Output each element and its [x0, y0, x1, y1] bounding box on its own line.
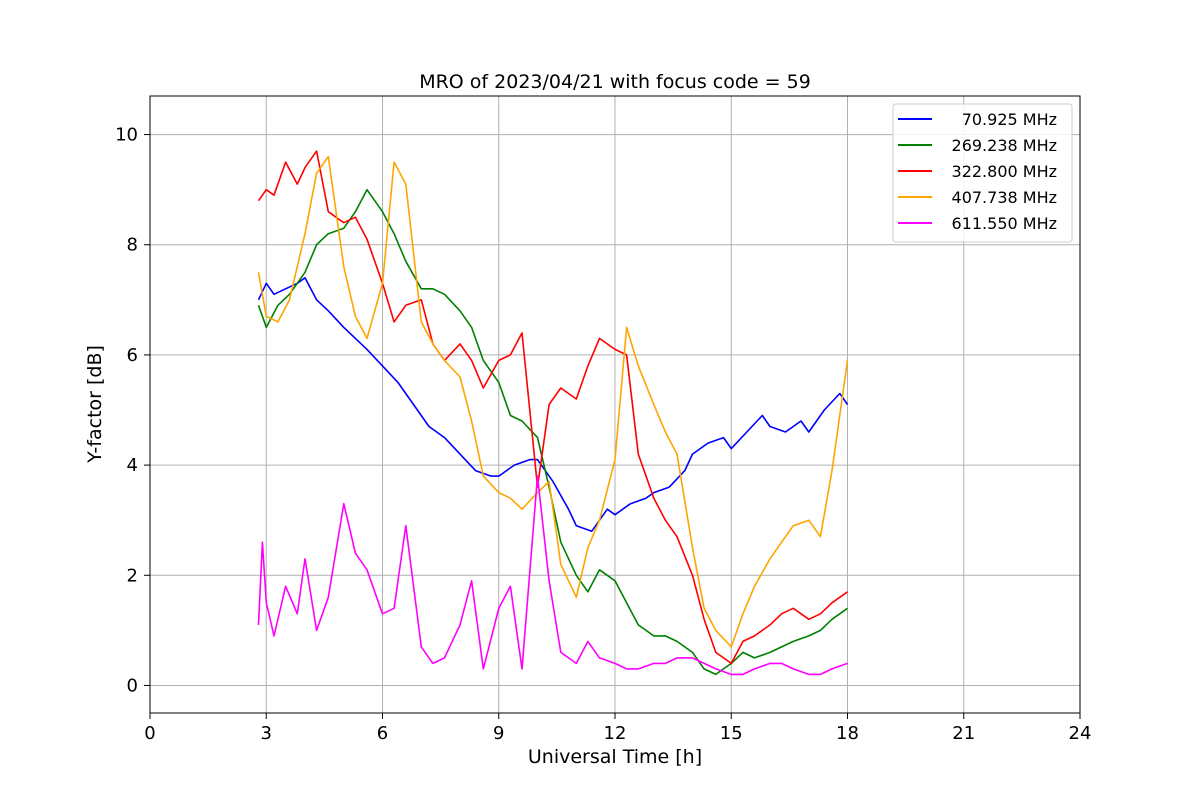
- x-tick-label: 15: [720, 723, 743, 744]
- series-line-4: [257, 155, 849, 648]
- y-tick-label: 2: [127, 565, 138, 586]
- legend-label-4: 407.738 MHz: [952, 188, 1057, 207]
- x-tick-label: 6: [377, 723, 388, 744]
- y-tick-label: 6: [127, 345, 138, 366]
- x-tick-label: 21: [952, 723, 975, 744]
- x-axis-label: Universal Time [h]: [528, 746, 702, 768]
- y-tick-label: 10: [115, 125, 138, 146]
- y-tick-label: 8: [127, 235, 138, 256]
- chart-title: MRO of 2023/04/21 with focus code = 59: [419, 71, 811, 93]
- x-tick-label: 0: [144, 723, 155, 744]
- legend-label-5: 611.550 MHz: [952, 214, 1057, 233]
- y-tick-label: 0: [127, 675, 138, 696]
- y-ticks: 0 2 4 6 8 10: [115, 125, 150, 696]
- x-tick-label: 9: [493, 723, 504, 744]
- series-layer: [257, 150, 849, 676]
- y-axis-label: Y-factor [dB]: [84, 345, 106, 464]
- x-tick-label: 12: [604, 723, 627, 744]
- legend-label-1: 70.925 MHz: [962, 110, 1057, 129]
- legend-box: [892, 103, 1073, 243]
- x-tick-label: 18: [836, 723, 859, 744]
- series-line-5: [257, 475, 848, 676]
- series-line-3: [257, 150, 848, 665]
- legend: 70.925 MHz 269.238 MHz 322.800 MHz 407.738 …: [892, 103, 1073, 243]
- y-tick-label: 4: [127, 455, 138, 476]
- x-tick-label: 3: [261, 723, 272, 744]
- legend-label-2: 269.238 MHz: [952, 136, 1057, 155]
- x-tick-label: 24: [1069, 723, 1092, 744]
- x-ticks: 0 3 6 9 12 15 18 21 24: [144, 713, 1091, 744]
- grid: [149, 96, 1081, 713]
- legend-label-3: 322.800 MHz: [952, 162, 1057, 181]
- series-line-1: [257, 277, 849, 532]
